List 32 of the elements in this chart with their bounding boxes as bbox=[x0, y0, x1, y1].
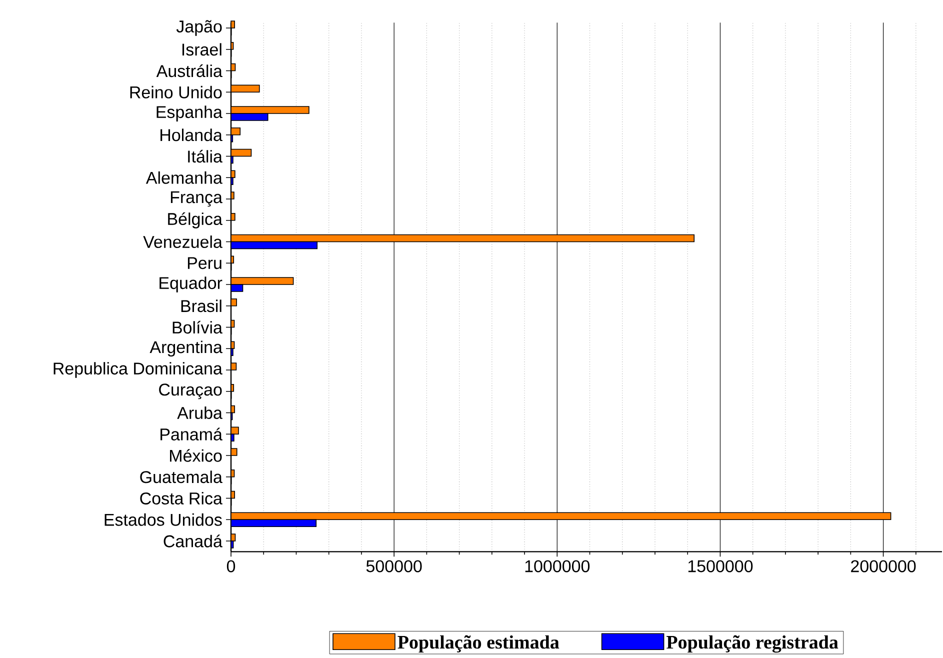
y-tick-label: México bbox=[170, 449, 222, 462]
legend-label: População registrada bbox=[666, 635, 838, 653]
y-tick-label: Republica Dominicana bbox=[54, 362, 222, 378]
y-tick-label: Argentina bbox=[150, 340, 222, 357]
y-tick-label: Itália bbox=[188, 150, 222, 163]
y-tick-label: Japão bbox=[176, 20, 222, 36]
y-tick-label: Brasil bbox=[181, 300, 222, 312]
y-tick-label: Peru bbox=[188, 257, 222, 270]
y-tick-label: Reino Unido bbox=[130, 86, 222, 98]
x-tick-label: 500000 bbox=[366, 560, 422, 572]
y-tick-label: Venezuela bbox=[143, 236, 222, 248]
y-tick-label: Bolívia bbox=[172, 320, 222, 334]
y-tick-label: Alemanha bbox=[146, 171, 222, 184]
y-tick-label: França bbox=[170, 191, 222, 207]
legend-label: População estimada bbox=[398, 635, 560, 653]
y-tick-label: Espanha bbox=[156, 106, 222, 122]
y-tick-label: Equador bbox=[160, 276, 222, 292]
x-tick-label: 1000000 bbox=[525, 560, 590, 572]
y-tick-label: Aruba bbox=[177, 406, 222, 419]
y-tick-label: Holanda bbox=[160, 128, 222, 142]
x-tick-label: 2000000 bbox=[851, 560, 916, 572]
y-tick-label: Guatemala bbox=[140, 470, 222, 484]
x-tick-label: 0 bbox=[226, 560, 236, 572]
y-tick-label: Curaçao bbox=[159, 384, 222, 400]
y-tick-label: Israel bbox=[182, 43, 222, 56]
x-tick-label: 1500000 bbox=[688, 560, 753, 572]
y-tick-label: Bélgica bbox=[168, 212, 222, 228]
y-tick-label: Panamá bbox=[160, 428, 222, 440]
y-tick-label: Austrália bbox=[156, 64, 222, 78]
y-tick-label: Canadá bbox=[164, 534, 222, 548]
y-tick-label: Costa Rica bbox=[140, 492, 222, 504]
y-tick-label: Estados Unidos bbox=[104, 513, 222, 526]
